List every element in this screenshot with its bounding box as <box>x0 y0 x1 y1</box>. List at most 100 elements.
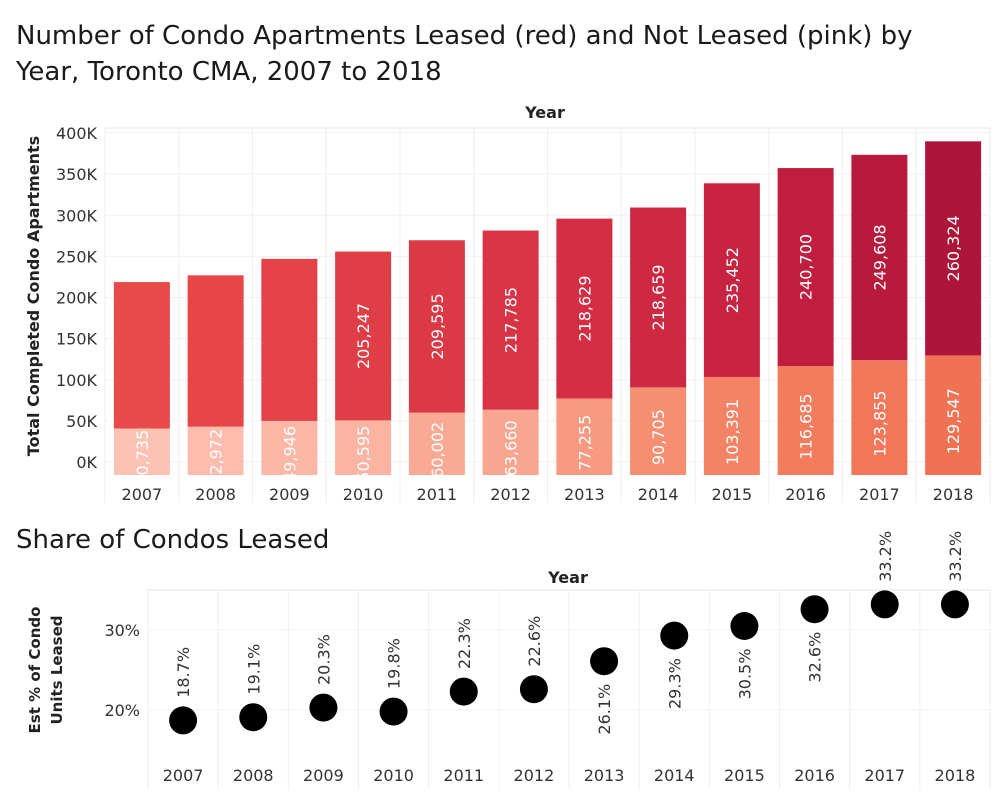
scatter-point <box>379 697 408 726</box>
bar-chart-x-axis-title: Year <box>524 103 565 122</box>
bar-segment-leased <box>408 412 465 475</box>
bar-segment-not-leased <box>113 282 170 429</box>
bar-chart-x-tick-label: 2015 <box>712 485 753 504</box>
bar-segment-not-leased <box>335 251 392 421</box>
bar-chart-x-ticks: 2007 2008 2009 2010 2011 2012 2013 2014 2015 2016… <box>122 485 974 504</box>
bar-chart-y-tick-label: 300K <box>56 206 98 225</box>
bar-chart-y-ticks: 0K 50K 100K 150K 200K 250K 300K 350K 400K <box>56 124 98 472</box>
scatter-point <box>239 703 268 732</box>
bar-chart-gridlines <box>104 127 991 503</box>
bar-data-label-leased: 90,705 <box>649 409 668 465</box>
bar-segment-leased <box>187 426 244 475</box>
scatter-data-label: 19.8% <box>385 638 404 689</box>
share-chart-title: Share of Condos Leased <box>16 525 330 555</box>
scatter-data-label: 18.7% <box>174 647 193 698</box>
bar-chart-y-axis-title: Total Completed Condo Apartments <box>24 136 43 456</box>
scatter-chart-x-tick-label: 2015 <box>724 766 765 785</box>
scatter-chart-x-tick-label: 2012 <box>514 766 555 785</box>
bar-data-label-leased: 49,946 <box>280 426 299 482</box>
bar-segment-leased <box>703 376 760 475</box>
chart-title: Number of Condo Apartments Leased (red) … <box>16 21 913 87</box>
bar-data-label-not-leased: 217,785 <box>502 287 521 353</box>
scatter-chart-x-tick-label: 2010 <box>373 766 414 785</box>
bar-segment-not-leased <box>408 240 465 413</box>
bar-chart-x-tick-label: 2012 <box>490 485 531 504</box>
bar-segment-leased <box>335 420 392 475</box>
scatter-data-label: 33.2% <box>876 531 895 582</box>
bar-data-label-not-leased: 249,608 <box>870 224 889 290</box>
bar-data-label-not-leased: 218,659 <box>649 264 668 330</box>
scatter-point <box>940 590 969 619</box>
scatter-point <box>449 677 478 706</box>
bar-chart-y-tick-label: 400K <box>56 124 98 143</box>
bar-data-label-leased: 50,595 <box>354 426 373 482</box>
bar-chart-y-tick-label: 0K <box>76 453 97 472</box>
bar-segment-leased <box>630 387 687 475</box>
bar-segment-not-leased <box>187 275 244 427</box>
scatter-data-label: 19.1% <box>244 644 263 695</box>
bar-data-label-leased: 129,547 <box>944 388 963 454</box>
bar-chart-x-tick-label: 2018 <box>933 485 974 504</box>
bar-chart-x-tick-label: 2010 <box>343 485 384 504</box>
bar-chart-y-tick-label: 350K <box>56 165 98 184</box>
bar-data-label-leased: 42,972 <box>207 429 226 485</box>
bar-segment-leased <box>556 398 613 475</box>
bar-segment-leased <box>777 366 834 475</box>
bar-chart-bars: 40,735 42,972 49,946 50,595 205,247 60,002 209… <box>113 141 982 486</box>
scatter-point <box>590 647 619 676</box>
bar-chart-y-tick-label: 150K <box>56 330 98 349</box>
bar-segment-not-leased <box>630 207 687 388</box>
bar-segment-leased <box>113 428 170 475</box>
scatter-data-label: 32.6% <box>806 632 825 683</box>
scatter-data-label: 29.3% <box>665 658 684 709</box>
scatter-point <box>870 590 899 619</box>
scatter-data-label: 26.1% <box>595 684 614 735</box>
scatter-chart-points: 18.7% 19.1% 20.3% 19.8% 22.3% 22.6% 26.1% 29.3%… <box>169 531 969 735</box>
bar-chart-y-tick-label: 200K <box>56 289 98 308</box>
scatter-chart-y-tick-label: 30% <box>104 621 140 640</box>
bar-segment-not-leased <box>777 168 834 367</box>
scatter-chart-x-tick-label: 2014 <box>654 766 695 785</box>
bar-data-label-leased: 116,685 <box>797 393 816 459</box>
bar-segment-leased <box>482 409 539 475</box>
bar-data-label-not-leased: 240,700 <box>797 234 816 300</box>
scatter-chart-x-tick-label: 2018 <box>935 766 976 785</box>
bar-segment-not-leased <box>851 154 908 361</box>
bar-data-label-not-leased: 260,324 <box>944 215 963 281</box>
scatter-data-label: 33.2% <box>946 531 965 582</box>
bar-segment-not-leased <box>703 183 760 377</box>
scatter-data-label: 22.6% <box>525 616 544 667</box>
bar-data-label-not-leased: 235,452 <box>723 247 742 313</box>
bar-data-label-leased: 123,855 <box>870 390 889 456</box>
bar-segment-leased <box>261 420 318 475</box>
scatter-data-label: 22.3% <box>455 618 474 669</box>
bar-segment-leased <box>851 360 908 475</box>
scatter-chart-y-axis-title-line2: Units Leased <box>48 615 66 724</box>
scatter-point <box>309 693 338 722</box>
bar-data-label-not-leased: 205,247 <box>354 303 373 369</box>
bar-chart-x-tick-label: 2009 <box>269 485 310 504</box>
scatter-chart-x-tick-label: 2011 <box>443 766 484 785</box>
bar-data-label-not-leased: 209,595 <box>428 293 447 359</box>
bar-segment-not-leased <box>925 141 982 356</box>
scatter-chart-gridlines <box>147 589 991 790</box>
bar-data-label-leased: 103,391 <box>723 399 742 465</box>
bar-chart-y-tick-label: 250K <box>56 247 98 266</box>
bar-chart-y-tick-label: 100K <box>56 371 98 390</box>
bar-data-label-leased: 77,255 <box>575 415 594 471</box>
bar-chart-y-tick-label: 50K <box>66 412 97 431</box>
bar-segment-leased <box>925 355 982 475</box>
scatter-chart-x-tick-label: 2013 <box>584 766 625 785</box>
scatter-chart-x-tick-label: 2008 <box>233 766 274 785</box>
bar-chart-x-tick-label: 2016 <box>785 485 826 504</box>
bar-chart-x-tick-label: 2011 <box>417 485 458 504</box>
scatter-chart-y-tick-label: 20% <box>104 701 140 720</box>
scatter-point <box>730 612 759 640</box>
scatter-point <box>519 675 548 704</box>
bar-data-label-not-leased: 218,629 <box>575 275 594 341</box>
bar-chart-x-tick-label: 2017 <box>859 485 900 504</box>
bar-chart-x-tick-label: 2013 <box>564 485 605 504</box>
bar-segment-not-leased <box>482 230 539 410</box>
bar-data-label-leased: 63,660 <box>502 420 521 476</box>
